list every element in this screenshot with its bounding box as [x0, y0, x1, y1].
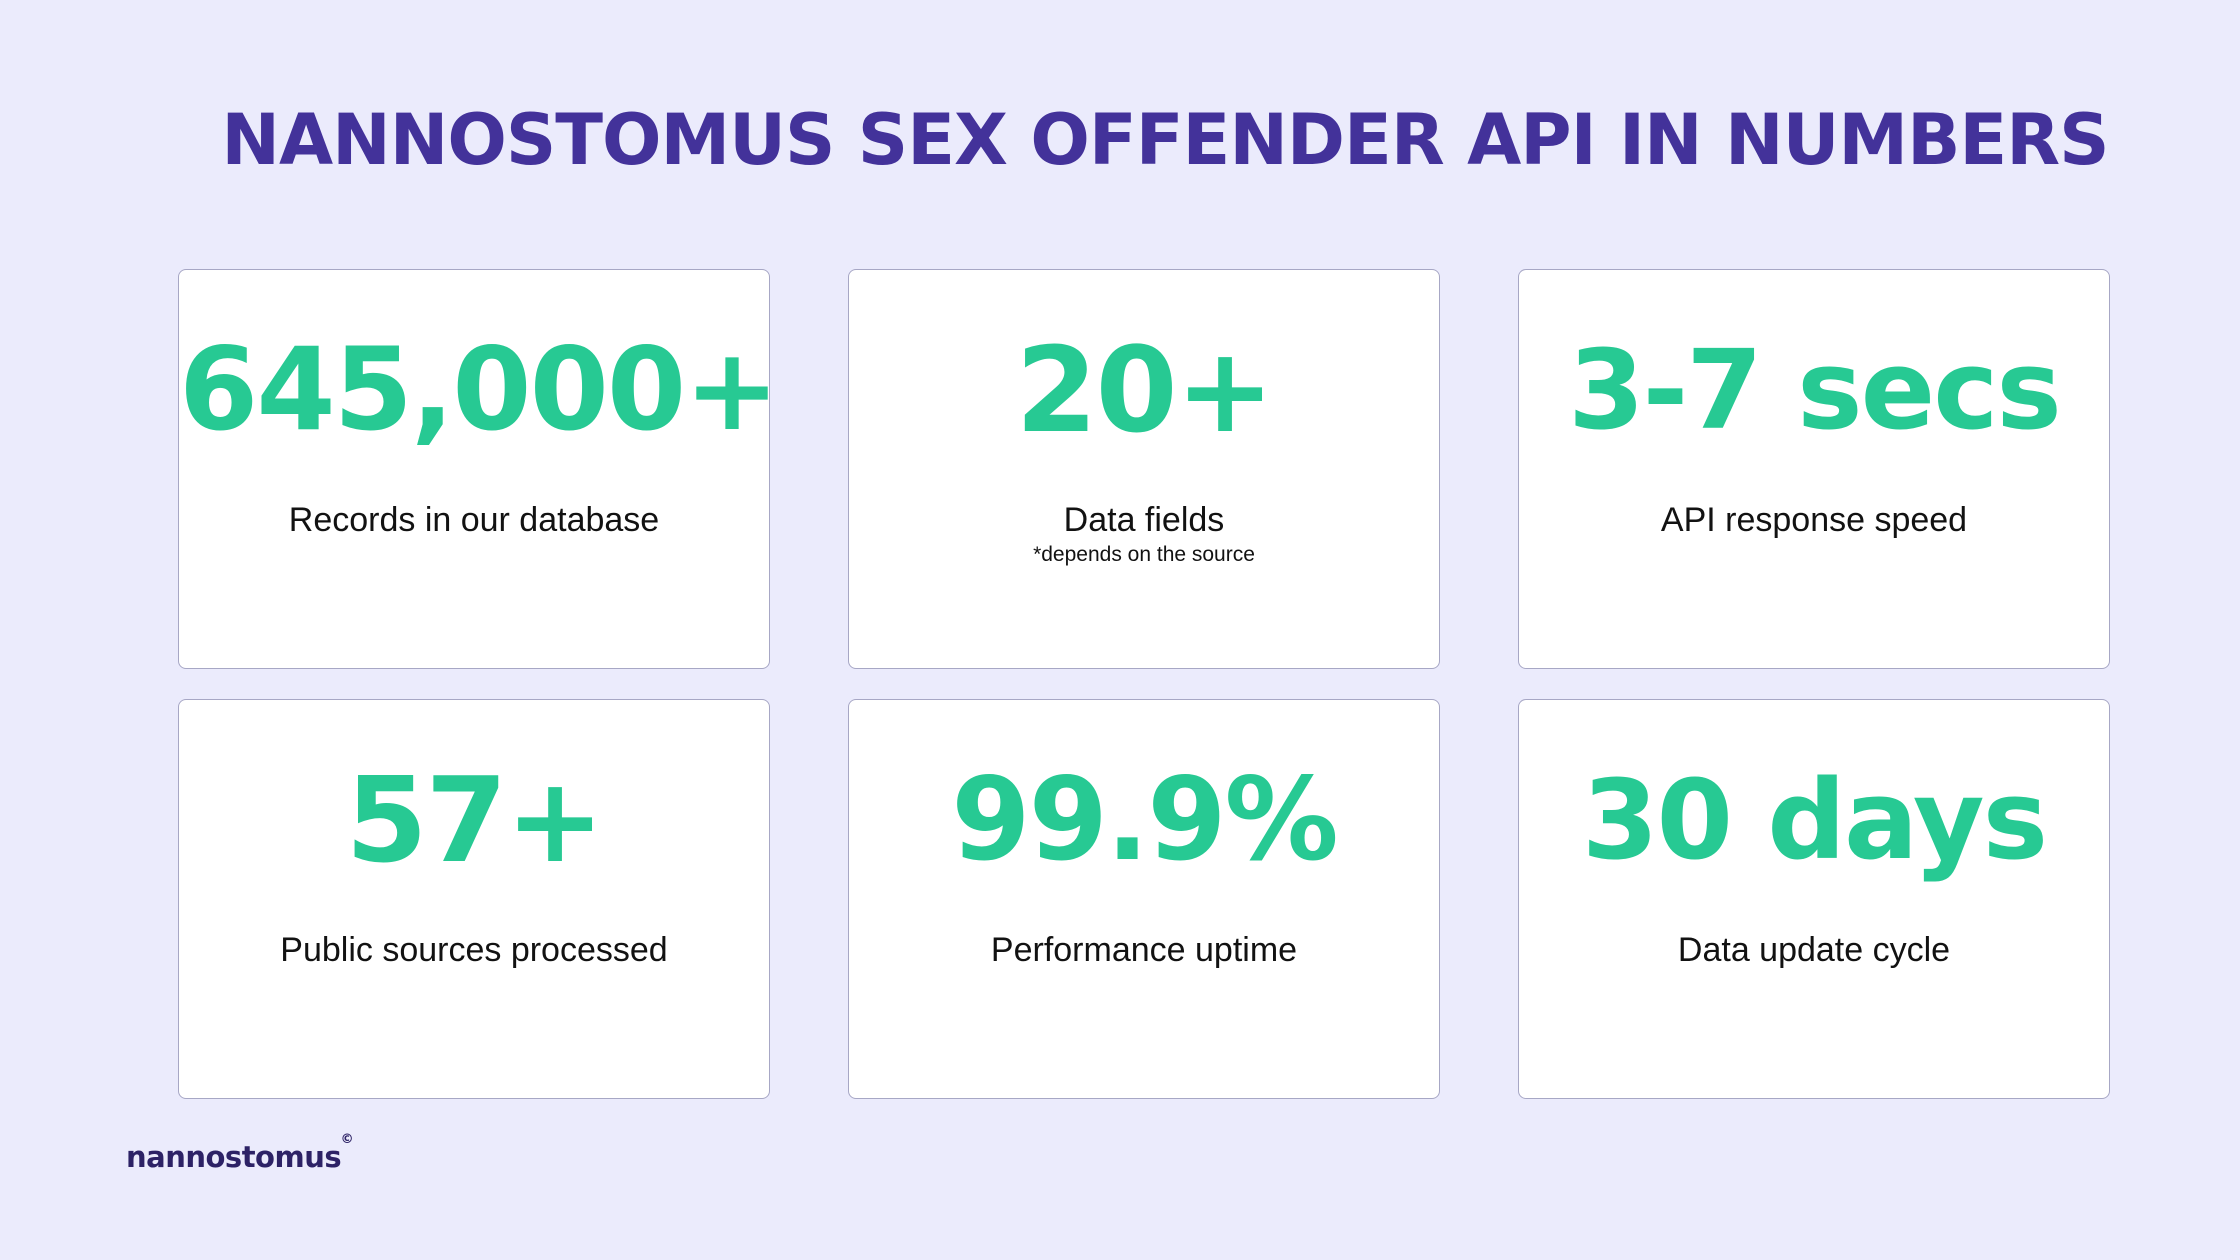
brand-logo-text: nannostomus	[126, 1140, 342, 1174]
stat-card-records: 645,000+ Records in our database	[178, 269, 780, 669]
stat-label: Records in our database	[288, 501, 660, 539]
stat-value: 3-7 secs	[1568, 326, 2062, 454]
stat-label: Data fields	[1063, 501, 1225, 539]
stat-note: *depends on the source	[1033, 543, 1255, 566]
stat-value: 645,000+	[179, 323, 780, 456]
stat-value: 57+	[345, 751, 604, 889]
page-title: NANNOSTOMUS SEX OFFENDER API IN NUMBERS	[221, 99, 2109, 181]
stat-card-update-cycle: 30 days Data update cycle	[1518, 699, 2110, 1099]
stat-card-public-sources: 57+ Public sources processed	[178, 699, 770, 1099]
registered-mark-icon: ©	[340, 1132, 354, 1147]
stat-label: Public sources processed	[280, 931, 668, 969]
stat-card-response-speed: 3-7 secs API response speed	[1518, 269, 2110, 669]
brand-logo: nannostomus ©	[126, 1132, 354, 1174]
stat-label: API response speed	[1660, 501, 1968, 539]
stat-label: Performance uptime	[990, 931, 1298, 969]
stat-card-uptime: 99.9% Performance uptime	[848, 699, 1440, 1099]
stat-value: 99.9%	[951, 753, 1339, 886]
stat-value: 30 days	[1581, 756, 2048, 884]
stat-label: Data update cycle	[1677, 931, 1951, 969]
stat-card-data-fields: 20+ Data fields *depends on the source	[848, 269, 1440, 669]
stat-value: 20+	[1015, 321, 1274, 459]
